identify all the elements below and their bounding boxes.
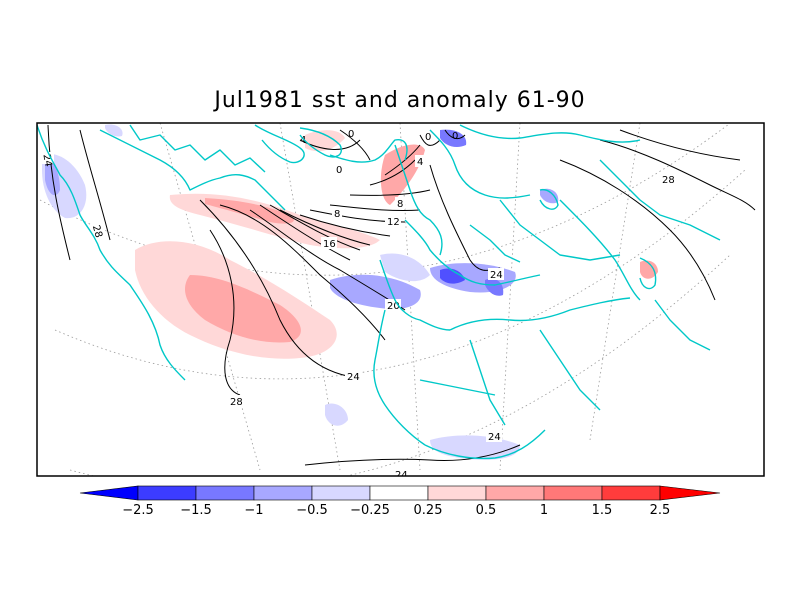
map-title: Jul1981 sst and anomaly 61-90 [214,88,586,113]
pos-anomaly-central-atlantic-core [185,275,301,343]
colorbar-label: 0.5 [476,503,497,518]
colorbar-swatch [659,485,721,501]
colorbar-swatch [195,485,255,501]
colorbar-label: −1.5 [180,503,212,518]
neg-anomaly-iberia [380,253,430,282]
contour-label: 0 [348,129,354,140]
colorbar-swatch [369,485,429,501]
colorbar-label: 0.25 [414,503,443,518]
colorbar-label: −0.5 [296,503,328,518]
contour-label: 28 [230,397,243,408]
contour-label: 4 [300,135,306,146]
colorbar-swatch [311,485,371,501]
colorbar-label: −1 [244,503,263,518]
contour-labels: 24 28 0 0 4 0 0 4 8 8 12 16 20 24 24 28 [40,129,676,481]
neg-anomaly-northwest-small [105,124,123,137]
contour-label: 20 [387,301,400,312]
colorbar-label: −2.5 [122,503,154,518]
contour-label: 24 [488,432,501,443]
contour-label: 28 [90,224,104,239]
contour-label: 0 [336,165,342,176]
colorbar-swatch [137,485,197,501]
map-area: 24 28 0 0 4 0 0 4 8 8 12 16 20 24 24 28 [37,123,756,481]
pos-anomaly-iceland [305,130,345,152]
colorbar: −2.5 −1.5 −1 −0.5 −0.25 0.25 0.5 1 1.5 2… [79,485,721,518]
colorbar-swatch [543,485,603,501]
contour-label: 0 [425,132,431,143]
colorbar-swatch [485,485,545,501]
neg-anomaly-red-sea [430,435,520,460]
colorbar-swatch [79,485,139,501]
pos-anomaly-gulf-stream [205,198,294,224]
neg-anomaly-black-sea [540,188,559,204]
colorbar-swatch [427,485,487,501]
pos-anomaly-caspian [640,260,658,279]
contour-label: 16 [323,239,336,250]
contour-label: 4 [417,157,423,168]
colorbar-label: 2.5 [650,503,671,518]
map-frame [36,122,765,477]
contour-label: 12 [387,217,400,228]
neg-anomaly-south [325,403,348,426]
contour-label: 24 [490,270,503,281]
neg-anomaly-aegean [485,278,504,296]
contour-label: 28 [662,175,675,186]
colorbar-label: −0.25 [350,503,390,518]
neg-anomaly-barents [440,129,467,148]
contour-label: 8 [397,199,403,210]
contour-label: 24 [347,372,360,383]
contour-label: 8 [334,209,340,220]
neg-anomaly-med-core [440,268,465,284]
colorbar-label: 1.5 [592,503,613,518]
colorbar-label: 1 [540,503,548,518]
pos-anomaly-norway-sea [380,144,425,205]
contour-label: 0 [452,131,458,142]
colorbar-swatch [253,485,313,501]
colorbar-swatch [601,485,661,501]
coastlines [37,124,721,460]
contour-label: 24 [395,470,408,481]
